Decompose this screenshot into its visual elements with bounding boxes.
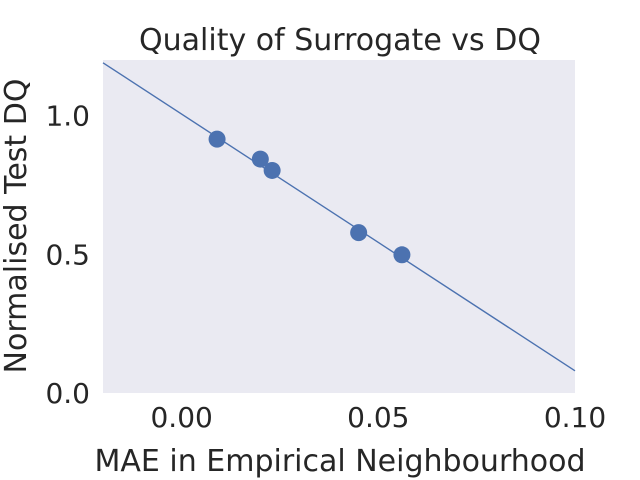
chart-title: Quality of Surrogate vs DQ: [139, 23, 541, 58]
x-tick-label: 0.10: [544, 401, 606, 434]
data-point-5: [393, 246, 411, 264]
y-tick-label: 0.0: [45, 377, 90, 410]
data-point-3: [263, 161, 281, 179]
x-tick-label: 0.05: [347, 401, 409, 434]
data-point-1: [208, 130, 226, 148]
data-point-2: [251, 150, 269, 168]
x-tick-label: 0.00: [150, 401, 212, 434]
y-tick-label: 0.5: [45, 238, 90, 271]
x-axis-label: MAE in Empirical Neighbourhood: [94, 444, 585, 479]
y-axis-label: Normalised Test DQ: [0, 79, 34, 374]
plot-area: [103, 60, 575, 393]
data-point-4: [350, 224, 368, 242]
fit-line: [102, 62, 576, 372]
y-tick-label: 1.0: [45, 100, 90, 133]
